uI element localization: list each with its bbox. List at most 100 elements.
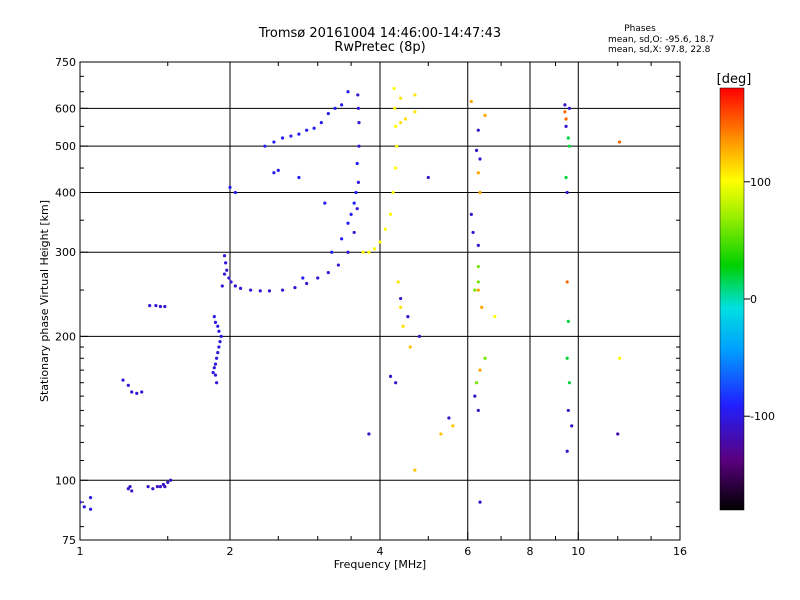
data-point [219, 334, 223, 338]
data-point [399, 96, 403, 100]
data-point [166, 480, 170, 484]
data-point [272, 140, 276, 144]
data-point [233, 190, 237, 195]
data-point [354, 190, 358, 195]
phases-header: Phases [624, 24, 656, 34]
y-tick-label: 200 [55, 330, 76, 343]
data-point [399, 121, 403, 125]
data-point [565, 280, 569, 284]
data-point [399, 296, 403, 301]
data-point [476, 171, 480, 175]
x-axis-label: Frequency [MHz] [334, 558, 426, 571]
data-point [293, 285, 297, 290]
data-point [361, 250, 365, 254]
data-point [483, 356, 487, 360]
data-point [567, 381, 572, 385]
data-point [357, 121, 361, 125]
data-point [566, 319, 570, 323]
data-point [280, 288, 285, 292]
data-point [451, 424, 455, 428]
data-point [566, 408, 570, 413]
data-point [151, 487, 155, 491]
data-point [215, 381, 219, 385]
x-tick-label: 4 [377, 545, 384, 558]
data-point [222, 272, 227, 276]
data-point [570, 424, 574, 428]
x-tick-label: 6 [464, 545, 471, 558]
data-point [130, 489, 134, 493]
x-tick-label: 10 [571, 545, 585, 558]
colorbar [719, 87, 745, 511]
data-point [395, 144, 399, 148]
data-point [476, 128, 480, 132]
data-point [346, 250, 350, 254]
data-point [563, 103, 567, 107]
data-point [305, 281, 309, 286]
data-point [88, 495, 93, 500]
data-point [471, 230, 475, 235]
data-point [326, 270, 330, 275]
data-point [478, 190, 482, 195]
data-point [413, 93, 417, 97]
data-point [222, 254, 227, 258]
data-point [280, 136, 285, 140]
data-point [564, 124, 568, 128]
data-point [238, 286, 243, 291]
data-point [126, 487, 130, 491]
data-point [163, 485, 167, 489]
data-point [476, 264, 480, 269]
data-point [211, 370, 215, 375]
data-point [213, 373, 218, 377]
data-point [473, 394, 477, 398]
data-point [478, 500, 482, 504]
data-point [229, 280, 233, 284]
data-point [413, 110, 417, 114]
data-point [297, 175, 301, 180]
data-point [130, 390, 134, 394]
x-tick-label: 1 [77, 545, 84, 558]
data-point [392, 86, 396, 91]
data-point [478, 368, 482, 372]
data-point [493, 315, 497, 319]
data-point [401, 324, 405, 328]
data-point [267, 289, 272, 293]
data-points [80, 86, 622, 511]
data-point [483, 113, 487, 117]
data-point [417, 334, 422, 338]
data-point [312, 126, 316, 130]
data-point [216, 350, 220, 355]
data-point [394, 166, 398, 170]
data-point [154, 303, 158, 308]
data-point [336, 263, 340, 267]
data-point [289, 134, 293, 138]
data-point [340, 103, 344, 107]
data-point [378, 240, 382, 244]
data-point [326, 111, 330, 116]
data-point [319, 121, 323, 125]
data-point [396, 280, 400, 284]
colorbar-tick-label: 100 [750, 176, 771, 189]
data-point [316, 276, 320, 280]
data-point [616, 432, 620, 436]
y-axis-label: Stationary phase Virtual Height [km] [38, 200, 51, 402]
data-point [158, 485, 163, 489]
data-point [383, 227, 387, 231]
data-point [388, 212, 393, 216]
data-point [447, 416, 451, 420]
data-point [217, 329, 221, 333]
x-tick-label: 8 [527, 545, 534, 558]
data-point [121, 378, 125, 382]
data-point [413, 468, 417, 472]
data-point [426, 175, 430, 180]
data-point [367, 432, 371, 436]
data-point [158, 304, 163, 309]
data-point [394, 124, 398, 128]
colorbar-ticks: 100 0 -100 [744, 176, 775, 423]
data-point [476, 288, 480, 292]
data-point [567, 144, 572, 148]
data-point [82, 505, 86, 509]
colorbar-tick-label: 0 [750, 293, 757, 306]
data-point [224, 261, 228, 265]
data-point [565, 356, 569, 360]
data-point [88, 507, 93, 511]
